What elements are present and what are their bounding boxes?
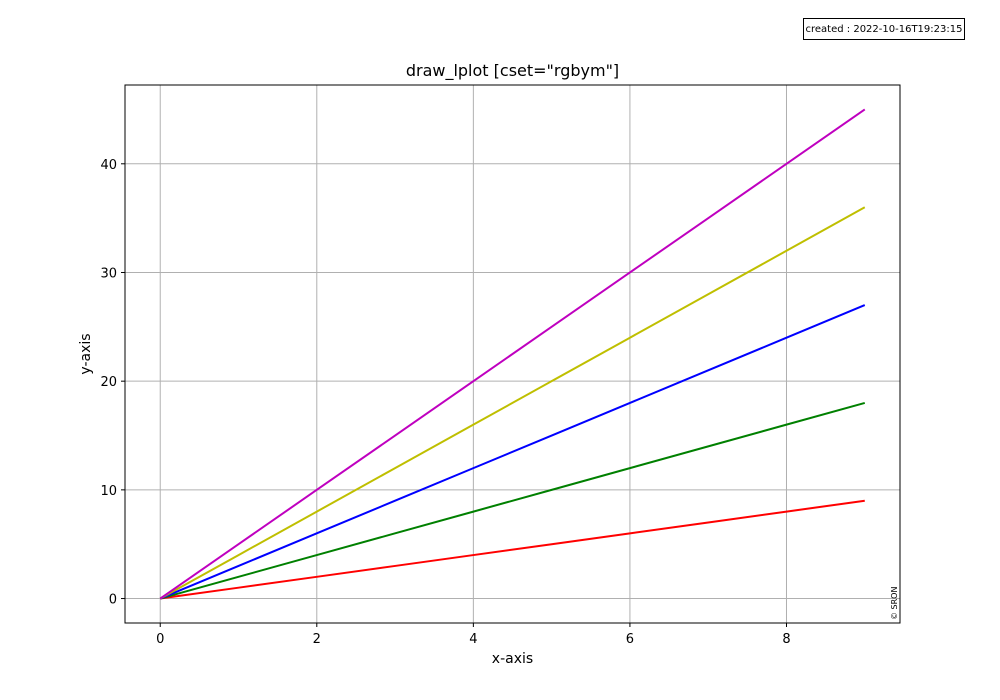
x-tick-label: 0 (156, 632, 164, 647)
copyright-label: © SRON (890, 587, 899, 620)
x-tick-label: 4 (469, 632, 477, 647)
y-tick-label: 10 (100, 484, 117, 499)
series-line-3 (159, 304, 866, 600)
chart-title: draw_lplot [cset="rgbym"] (406, 61, 619, 81)
series-line-4 (159, 206, 866, 600)
x-tick-label: 6 (626, 632, 634, 647)
plot-frame (124, 84, 901, 624)
x-tick-label: 2 (313, 632, 321, 647)
created-timestamp-box: created : 2022-10-16T19:23:15 (803, 18, 965, 40)
series-lines (159, 108, 866, 600)
series-line-1 (160, 499, 865, 600)
x-axis-label: x-axis (492, 651, 533, 667)
y-axis-label: y-axis (78, 333, 94, 374)
y-tick-label: 0 (109, 593, 117, 608)
series-line-2 (159, 401, 866, 600)
series-line-5 (159, 108, 866, 600)
y-tick-label: 20 (100, 375, 117, 390)
x-tick-label: 8 (782, 632, 790, 647)
x-axis-ticks: 0 2 4 6 8 (156, 623, 791, 647)
y-tick-label: 40 (100, 158, 117, 173)
created-timestamp: created : 2022-10-16T19:23:15 (805, 23, 963, 35)
y-tick-label: 30 (100, 266, 117, 281)
y-axis-ticks: 0 10 20 30 40 (100, 158, 125, 608)
